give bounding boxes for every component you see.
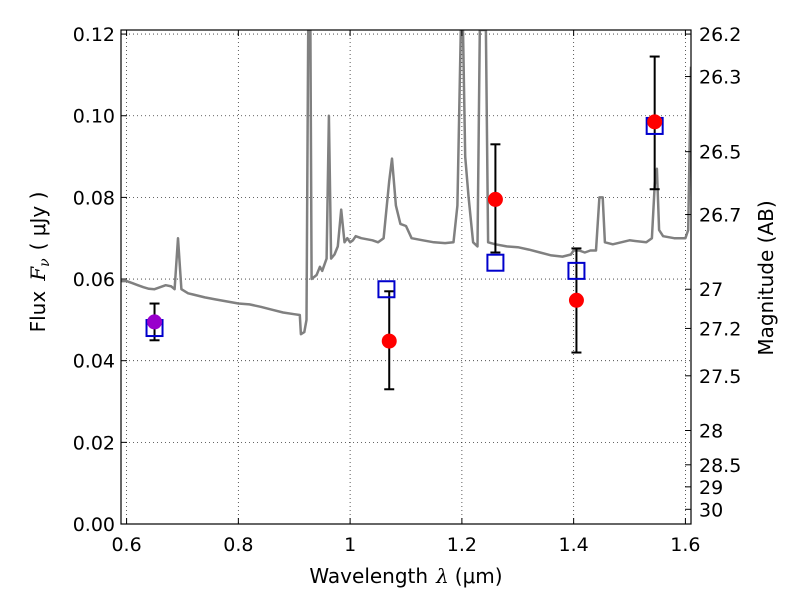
y2-tick-label: 29 — [699, 477, 723, 499]
y2-axis-label: Magnitude (AB) — [754, 200, 778, 355]
observed-photometry-point — [147, 314, 163, 330]
y2-tick-label: 30 — [699, 499, 723, 521]
x-tick-label: 0.8 — [223, 534, 253, 556]
y2-tick-label: 27.2 — [699, 318, 741, 340]
y-axis-label-subscript: ν — [37, 258, 53, 267]
observed-photometry-point — [647, 114, 663, 130]
x-axis-label-text: Wavelength — [309, 564, 428, 588]
y2-tick-label: 26.5 — [699, 142, 741, 164]
y-axis-label: Flux Fν ( μJy ) — [26, 192, 53, 333]
y2-tick-label: 27 — [699, 279, 723, 301]
observed-photometry-point — [487, 191, 503, 207]
y-axis-label-symbol: F — [26, 266, 50, 282]
grid-lines — [121, 30, 691, 525]
axis-ticks: 0.6 0.8 1 1.2 1.4 1.6 0.00 0.02 0.04 0.06 0.08 0.10… — [73, 24, 742, 556]
x-tick-label: 1 — [344, 534, 356, 556]
synthetic-photometry-square — [377, 280, 396, 299]
y2-tick-label: 27.5 — [699, 366, 741, 388]
y2-tick-label: 28.5 — [699, 455, 741, 477]
observed-photometry-point — [568, 292, 584, 308]
x-tick-label: 1.2 — [447, 534, 477, 556]
x-tick-label: 0.6 — [111, 534, 141, 556]
y-tick-label: 0.06 — [73, 269, 115, 291]
x-axis-label-symbol: λ — [435, 564, 449, 588]
x-axis-label: Wavelength λ (μm) — [309, 564, 502, 588]
x-axis-label-unit: (μm) — [455, 564, 503, 588]
y-tick-label: 0.12 — [73, 24, 115, 46]
model-spectrum-layer — [121, 30, 691, 336]
y-tick-label: 0.08 — [73, 187, 115, 209]
y2-tick-label: 26.7 — [699, 205, 741, 227]
y2-tick-label: 26.2 — [699, 24, 741, 46]
x-tick-label: 1.4 — [559, 534, 589, 556]
observed-photometry-point — [381, 333, 397, 349]
y-axis-label-text: Flux — [26, 291, 50, 333]
model-spectrum-line — [121, 30, 691, 336]
synthetic-photometry-square — [567, 261, 586, 280]
synthetic-photometry-square — [486, 253, 505, 272]
y2-tick-label: 26.3 — [699, 67, 741, 89]
plot-frame — [120, 29, 692, 525]
x-tick-label: 1.6 — [670, 534, 700, 556]
y-tick-label: 0.04 — [73, 351, 115, 373]
y-tick-label: 0.00 — [73, 514, 115, 536]
y-tick-label: 0.10 — [73, 106, 115, 128]
photometry-markers-layer — [145, 55, 664, 391]
y2-tick-label: 28 — [699, 421, 723, 443]
y-tick-label: 0.02 — [73, 432, 115, 454]
y-axis-label-unit: ( μJy ) — [26, 192, 50, 251]
